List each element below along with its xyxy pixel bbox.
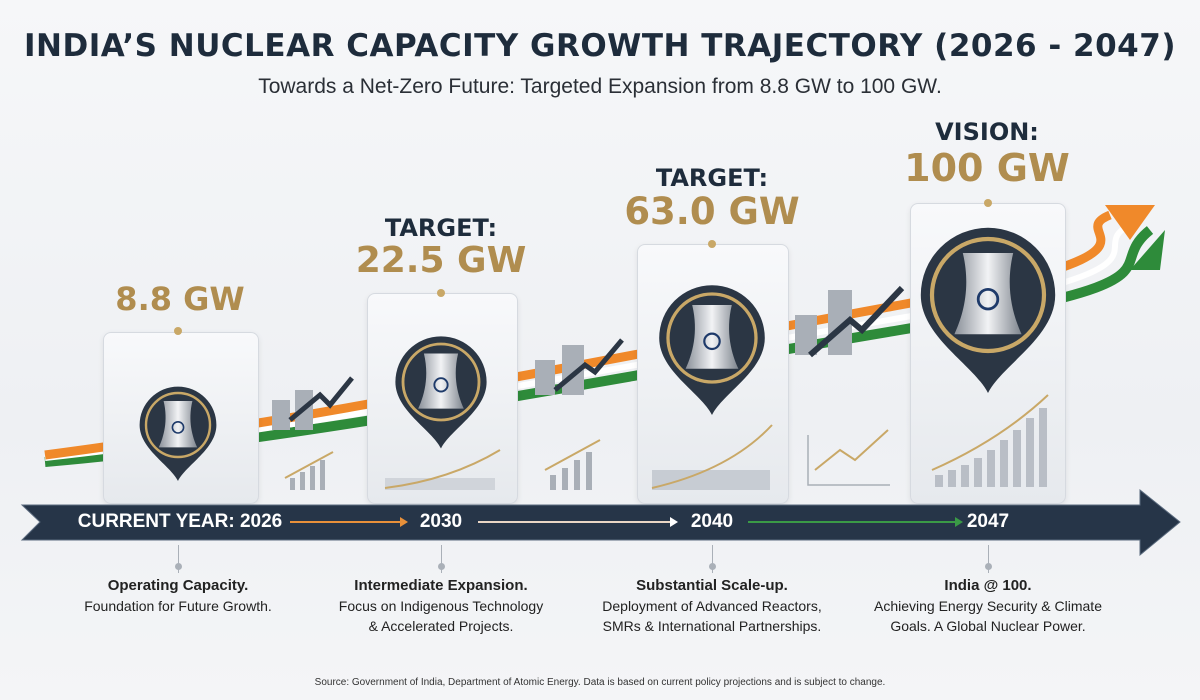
connector-dot	[984, 199, 992, 207]
timeline-arrow	[20, 488, 1181, 557]
milestone-text: Goals. A Global Nuclear Power.	[890, 618, 1086, 634]
milestone-text: Achieving Energy Security & Climate	[874, 598, 1102, 614]
ashoka-chakra-icon	[171, 420, 185, 434]
cooling-tower-icon	[139, 386, 217, 481]
milestone-description-2026: Operating Capacity. Foundation for Futur…	[48, 576, 308, 616]
milestone-description-2030: Intermediate Expansion. Focus on Indigen…	[311, 576, 571, 636]
timeline-tick	[988, 545, 989, 573]
timeline-tick-dot	[985, 563, 992, 570]
milestone-heading: Operating Capacity.	[107, 577, 249, 594]
timeline-year-2026: CURRENT YEAR: 2026	[77, 511, 283, 532]
ashoka-chakra-icon	[433, 377, 449, 393]
saffron-arrowhead	[1105, 205, 1155, 240]
capacity-value-2047: 100 GW	[904, 146, 1070, 190]
capacity-value-2026: 8.8 GW	[115, 280, 245, 318]
connector-dot	[708, 240, 716, 248]
milestone-description-2047: India @ 100. Achieving Energy Security &…	[858, 576, 1118, 636]
timeline-year-2030: 2030	[419, 511, 463, 532]
milestone-text: SMRs & International Partnerships.	[602, 618, 822, 634]
target-label-2040: TARGET:	[655, 164, 769, 192]
connector-dot	[437, 289, 445, 297]
milestone-text: & Accelerated Projects.	[368, 618, 514, 634]
milestone-heading: India @ 100.	[944, 577, 1032, 594]
timeline-tick-dot	[175, 563, 182, 570]
growth-chart-icon	[272, 285, 905, 490]
vision-label-2047: VISION:	[935, 118, 1039, 146]
connector-dot	[174, 327, 182, 335]
page-subtitle: Towards a Net-Zero Future: Targeted Expa…	[258, 75, 942, 98]
source-note: Source: Government of India, Department …	[314, 677, 886, 688]
page-title: INDIA’S NUCLEAR CAPACITY GROWTH TRAJECTO…	[24, 28, 1176, 64]
target-label-2030: TARGET:	[384, 214, 498, 242]
milestone-text: Focus on Indigenous Technology	[338, 598, 544, 614]
timeline-tick-dot	[438, 563, 445, 570]
timeline-tick	[178, 545, 179, 573]
milestone-description-2040: Substantial Scale-up. Deployment of Adva…	[582, 576, 842, 636]
capacity-value-2030: 22.5 GW	[355, 240, 527, 281]
timeline-tick	[712, 545, 713, 573]
ashoka-chakra-icon	[703, 332, 721, 351]
cooling-tower-icon	[659, 285, 765, 415]
milestone-heading: Substantial Scale-up.	[636, 577, 788, 594]
saffron-swoosh	[44, 210, 1112, 460]
timeline-year-2040: 2040	[690, 511, 734, 532]
green-arrowhead	[1130, 230, 1165, 270]
milestone-text: Foundation for Future Growth.	[84, 598, 272, 614]
milestone-heading: Intermediate Expansion.	[354, 577, 528, 594]
milestone-text: Deployment of Advanced Reactors,	[602, 598, 822, 614]
growth-chart-icon	[384, 394, 1049, 490]
cooling-tower-icon	[395, 336, 487, 449]
timeline-year-2047: 2047	[966, 511, 1010, 532]
ashoka-chakra-icon	[976, 288, 1000, 311]
cooling-tower-icon	[920, 227, 1056, 393]
timeline-tick-dot	[709, 563, 716, 570]
timeline-tick	[441, 545, 442, 573]
capacity-value-2040: 63.0 GW	[624, 190, 800, 233]
